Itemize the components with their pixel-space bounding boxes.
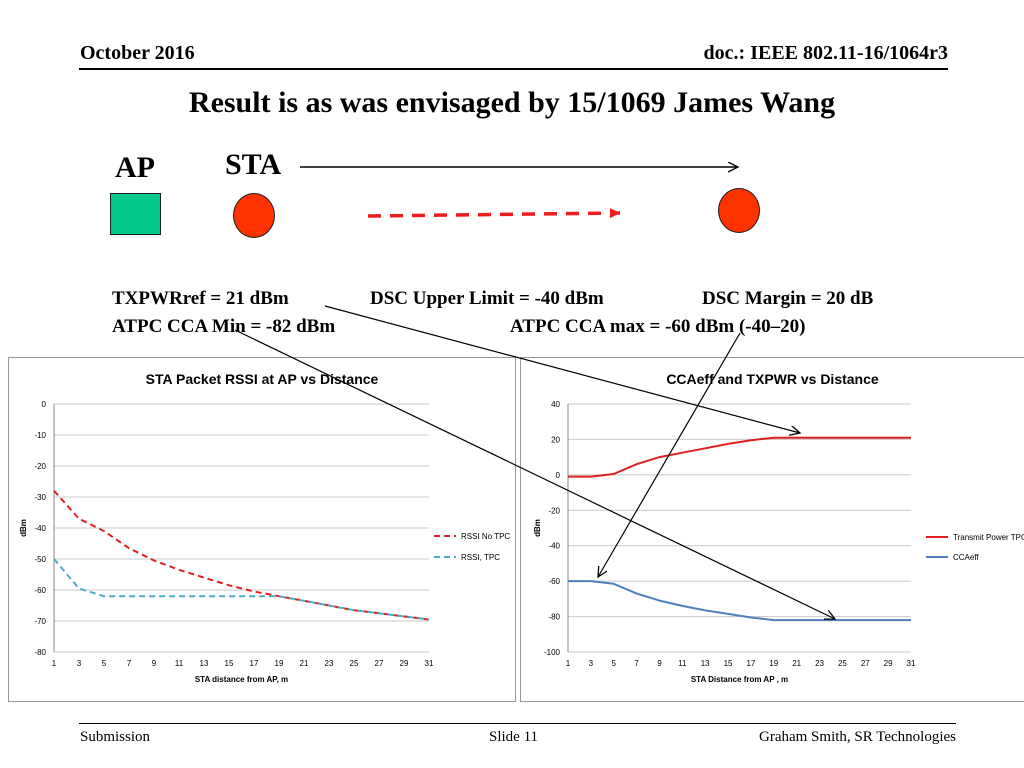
sta-label: STA — [225, 148, 282, 181]
footer-slide-number: Slide 11 — [489, 729, 539, 745]
x-tick-label: 17 — [746, 659, 755, 668]
y-axis-label: dBm — [533, 519, 542, 537]
rssi-chart-panel: STA Packet RSSI at AP vs Distance 0 -10 -20… — [8, 357, 516, 702]
x-tick-label: 13 — [701, 659, 710, 668]
y-tick-label: -50 — [34, 555, 46, 564]
x-tick-label: 31 — [907, 659, 916, 668]
x-tick-label: 23 — [325, 659, 334, 668]
y-tick-label: -20 — [548, 506, 560, 515]
y-tick-label: -60 — [34, 586, 46, 595]
param-dsc-upper: DSC Upper Limit = -40 dBm — [370, 288, 604, 309]
x-tick-label: 19 — [769, 659, 778, 668]
x-tick-label: 29 — [400, 659, 409, 668]
x-tick-label: 3 — [77, 659, 82, 668]
header-divider — [79, 68, 948, 70]
sta-dot-near — [233, 193, 275, 238]
legend-label: RSSI No TPC — [461, 532, 510, 541]
x-tick-label: 15 — [225, 659, 234, 668]
x-axis-label: STA Distance from AP , m — [691, 675, 788, 684]
y-tick-label: -100 — [544, 648, 561, 657]
x-axis-label: STA distance from AP, m — [195, 675, 288, 684]
legend-label: Transmit Power TPC — [953, 533, 1024, 542]
x-tick-label: 1 — [566, 659, 571, 668]
x-tick-label: 29 — [884, 659, 893, 668]
y-tick-label: 0 — [42, 400, 47, 409]
footer-divider — [79, 723, 956, 724]
param-dsc-margin: DSC Margin = 20 dB — [702, 288, 874, 309]
series-line-0 — [53, 490, 430, 621]
param-atpc-min: ATPC CCA Min = -82 dBm — [112, 316, 336, 337]
x-tick-label: 9 — [152, 659, 157, 668]
param-atpc-max: ATPC CCA max = -60 dBm (-40–20) — [510, 316, 806, 337]
header-date: October 2016 — [80, 42, 195, 64]
chart-title: STA Packet RSSI at AP vs Distance — [146, 371, 379, 387]
y-tick-label: -80 — [34, 648, 46, 657]
y-tick-label: -80 — [548, 613, 560, 622]
param-txpwr-ref: TXPWRref = 21 dBm — [112, 288, 289, 309]
ap-square — [110, 193, 161, 235]
x-tick-label: 21 — [792, 659, 801, 668]
y-tick-label: -60 — [548, 577, 560, 586]
series-line-0 — [568, 436, 911, 478]
x-tick-label: 25 — [838, 659, 847, 668]
x-tick-label: 27 — [861, 659, 870, 668]
x-tick-label: 15 — [724, 659, 733, 668]
y-axis-label: dBm — [19, 519, 28, 537]
x-tick-label: 11 — [678, 659, 687, 668]
x-tick-label: 23 — [815, 659, 824, 668]
x-tick-label: 7 — [127, 659, 132, 668]
y-tick-label: 0 — [556, 471, 561, 480]
x-tick-label: 21 — [300, 659, 309, 668]
sta-dot-far — [718, 188, 760, 233]
y-tick-label: -20 — [34, 462, 46, 471]
movement-dashed-arrow — [367, 208, 621, 219]
chart-title: CCAeff and TXPWR vs Distance — [666, 371, 879, 387]
x-tick-label: 9 — [657, 659, 662, 668]
x-tick-label: 3 — [589, 659, 594, 668]
y-tick-label: -10 — [34, 431, 46, 440]
y-tick-label: -70 — [34, 617, 46, 626]
x-tick-label: 5 — [612, 659, 617, 668]
ccaeff-chart-panel: CCAeff and TXPWR vs Distance 40 20 0 -20 -40 -… — [520, 357, 1024, 702]
x-tick-label: 13 — [200, 659, 209, 668]
legend-label: RSSI, TPC — [461, 553, 500, 562]
x-tick-label: 11 — [175, 659, 184, 668]
rssi-chart: STA Packet RSSI at AP vs Distance 0 -10 -20… — [19, 371, 510, 684]
x-tick-label: 25 — [350, 659, 359, 668]
ccaeff-chart: CCAeff and TXPWR vs Distance 40 20 0 -20 -40 -… — [533, 371, 1024, 684]
y-tick-label: -40 — [548, 542, 560, 551]
x-tick-label: 5 — [102, 659, 107, 668]
series-line-1 — [568, 580, 911, 622]
y-tick-label: 20 — [551, 435, 560, 444]
footer-author: Graham Smith, SR Technologies — [759, 729, 956, 745]
x-tick-label: 1 — [52, 659, 57, 668]
footer-submission: Submission — [80, 729, 151, 745]
x-tick-label: 19 — [275, 659, 284, 668]
y-tick-label: -40 — [34, 524, 46, 533]
x-tick-label: 7 — [634, 659, 639, 668]
y-tick-label: -30 — [34, 493, 46, 502]
x-tick-label: 27 — [375, 659, 384, 668]
y-tick-label: 40 — [551, 400, 560, 409]
x-tick-label: 31 — [425, 659, 434, 668]
legend-label: CCAeff — [953, 553, 979, 562]
x-tick-label: 17 — [250, 659, 259, 668]
slide-title: Result is as was envisaged by 15/1069 Ja… — [188, 86, 836, 119]
header-doc-id: doc.: IEEE 802.11-16/1064r3 — [703, 42, 948, 64]
ap-label: AP — [115, 151, 155, 184]
